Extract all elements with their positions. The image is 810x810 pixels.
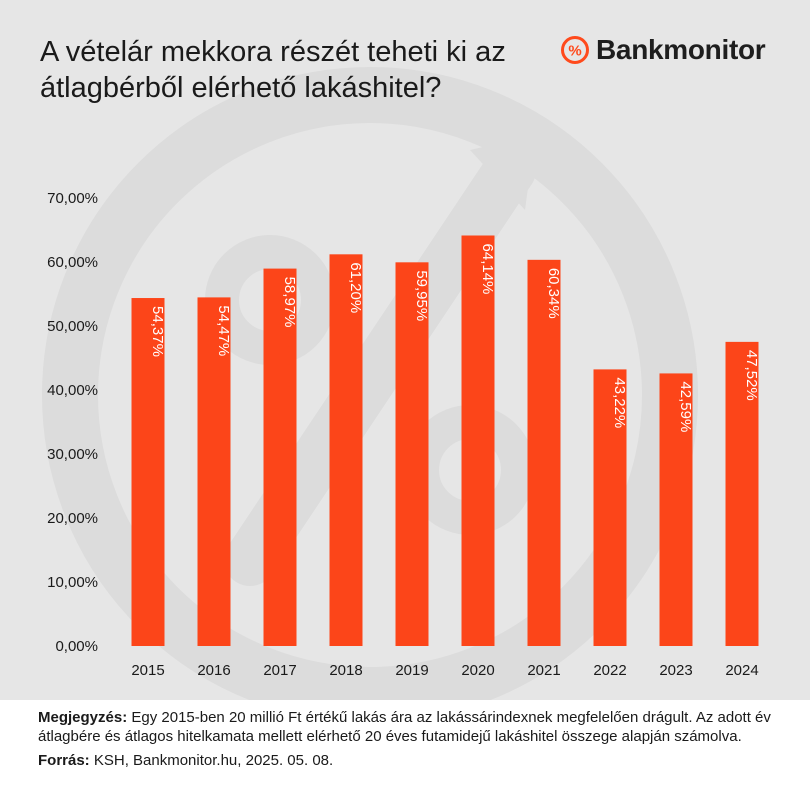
bar-data-label: 59,95% (413, 270, 430, 321)
bar-data-label: 60,34% (545, 268, 562, 319)
x-tick-label: 2020 (461, 662, 494, 679)
source: Forrás: KSH, Bankmonitor.hu, 2025. 05. 0… (38, 751, 778, 770)
bar-data-label: 58,97% (281, 277, 298, 328)
footnotes: Megjegyzés: Egy 2015-ben 20 millió Ft ér… (38, 708, 778, 770)
source-label: Forrás: (38, 752, 90, 769)
chart-title: A vételár mekkora részét teheti ki az át… (40, 36, 506, 104)
x-tick-label: 2019 (395, 662, 428, 679)
bar (263, 268, 297, 646)
x-tick-label: 2018 (329, 662, 362, 679)
y-tick-label: 10,00% (47, 574, 98, 591)
source-text: KSH, Bankmonitor.hu, 2025. 05. 08. (89, 752, 334, 769)
x-tick-label: 2015 (131, 662, 164, 679)
bar-data-label: 54,47% (215, 305, 232, 356)
x-tick-label: 2023 (659, 662, 692, 679)
y-tick-label: 60,00% (47, 254, 98, 271)
x-tick-label: 2016 (197, 662, 230, 679)
bar-data-label: 61,20% (347, 262, 364, 313)
y-tick-label: 40,00% (47, 382, 98, 399)
y-tick-label: 0,00% (55, 638, 98, 655)
bar (593, 369, 627, 646)
bar (197, 297, 231, 646)
y-tick-label: 20,00% (47, 510, 98, 527)
brand-name: Bankmonitor (596, 34, 766, 65)
brand-logo: % Bankmonitor (560, 32, 766, 68)
x-tick-label: 2017 (263, 662, 296, 679)
bar (395, 262, 429, 646)
bar-data-label: 42,59% (677, 381, 694, 432)
chart-card: A vételár mekkora részét teheti ki az át… (0, 0, 810, 700)
y-tick-label: 50,00% (47, 318, 98, 335)
x-tick-label: 2021 (527, 662, 560, 679)
bar-data-label: 43,22% (611, 377, 628, 428)
bar-data-label: 64,14% (479, 244, 496, 295)
y-tick-label: 30,00% (47, 446, 98, 463)
x-tick-label: 2022 (593, 662, 626, 679)
bar (329, 254, 363, 646)
bar-chart: 0,00% 10,00% 20,00% 30,00% 40,00% 50,00% 60,00… (47, 190, 760, 679)
x-tick-label: 2024 (725, 662, 758, 679)
y-tick-label: 70,00% (47, 190, 98, 207)
bars (131, 235, 759, 646)
note-label: Megjegyzés: (38, 709, 128, 726)
bar (659, 373, 693, 646)
note-text: Egy 2015-ben 20 millió Ft értékű lakás á… (38, 709, 771, 745)
bar-data-label: 54,37% (149, 306, 166, 357)
percent-circle-icon: % (561, 36, 589, 64)
bar (725, 341, 759, 646)
note: Megjegyzés: Egy 2015-ben 20 millió Ft ér… (38, 708, 778, 746)
x-axis-tick-labels: 2015 2016 2017 2018 2019 2020 2021 2022 2023 2024 (131, 662, 758, 679)
bar-data-labels: 54,37% 54,47% 58,97% 61,20% 59,95% 64,14% 60,3… (149, 244, 760, 433)
bar (527, 259, 561, 646)
brand-symbol: % (568, 43, 581, 60)
bar (461, 235, 495, 646)
bar-data-label: 47,52% (743, 350, 760, 401)
bar (131, 298, 165, 646)
y-axis-tick-labels: 0,00% 10,00% 20,00% 30,00% 40,00% 50,00% 60,00… (47, 190, 98, 655)
